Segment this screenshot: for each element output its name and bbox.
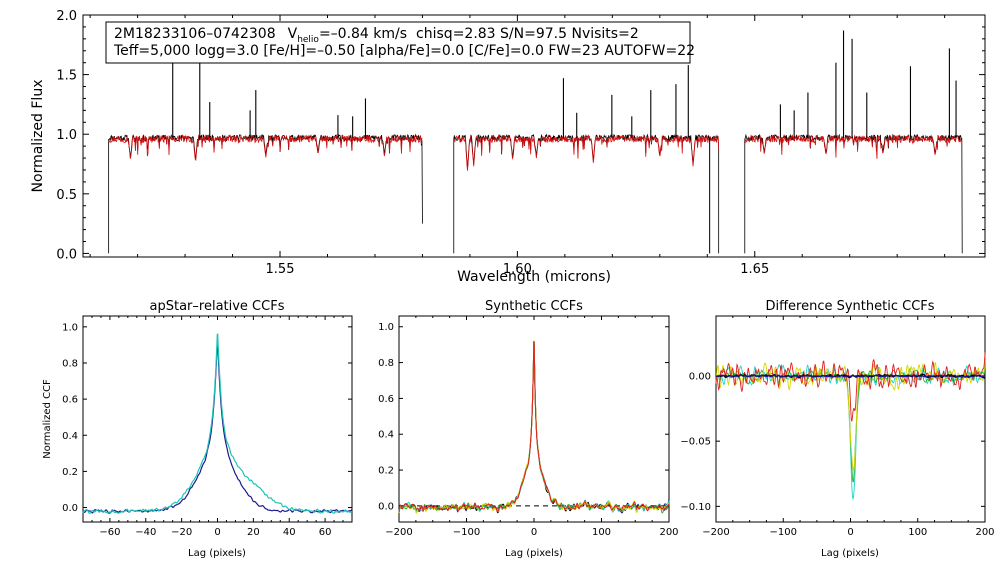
x-tick-label: 0 [847,527,853,538]
y-tick-label: 0.6 [62,395,78,406]
apstar-ccf-panel: −60 −40 −20 0 20 40 60 0.0 0.2 0.4 0.6 0.8 1.0 apSta… [42,299,353,559]
difference-ccf-x-axis-label: Lag (pixels) [821,548,879,559]
y-tick-label: 1.0 [56,128,77,143]
difference-ccf-panel: −200 −100 0 100 200 0.00 −0.05 −0.10 Difference… [680,299,994,559]
difference-ccf-axis-ticks: −200 −100 0 100 200 0.00 −0.05 −0.10 [680,316,995,538]
synthetic-model-line [453,134,720,171]
x-tick-label: 0 [214,527,220,538]
y-tick-label: 0.2 [378,466,394,477]
difference-ccf-line-green [715,365,986,483]
spectrum-x-axis-label: Wavelength (microns) [457,269,611,285]
x-tick-label: −20 [171,527,192,538]
y-tick-label: 0.8 [378,358,394,369]
spectrum-panel: 1.55 1.60 1.65 0.0 0.5 1.0 1.5 2.0 2M18233106–0… [30,9,986,285]
spectrum-axis-ticks: 1.55 1.60 1.65 0.0 0.5 1.0 1.5 2.0 [56,9,985,277]
synthetic-ccf-axis-ticks: −200 −100 0 100 200 0.0 0.2 0.4 0.6 0.8 1.0 [378,316,679,538]
x-tick-label: 60 [319,527,332,538]
x-tick-label: 1.60 [503,262,532,277]
x-tick-label: −100 [770,527,797,538]
synthetic-ccf-x-axis-label: Lag (pixels) [505,548,563,559]
y-tick-label: 1.5 [56,69,77,84]
synthetic-ccf-panel: −200 −100 0 100 200 0.0 0.2 0.4 0.6 0.8 1.0 Synthe… [378,299,678,559]
star-name: 2M18233106–0742308 [114,26,276,42]
x-tick-label: −200 [385,527,412,538]
y-tick-label: −0.10 [680,502,711,513]
y-tick-label: 0.4 [62,431,78,442]
x-tick-label: 200 [975,527,994,538]
y-tick-label: 0.00 [689,371,711,382]
observed-spectrum-line [453,133,720,254]
synthetic-ccf-line-cyan [398,340,670,513]
y-tick-label: 0.0 [56,247,77,262]
x-tick-label: −200 [702,527,729,538]
x-tick-label: 0 [531,527,537,538]
fit-statistics: chisq=2.83 S/N=97.5 Nvisits=2 [416,26,639,42]
synthetic-ccf-line-green [398,342,670,514]
vhelio-label: V [288,26,298,42]
x-tick-label: 200 [659,527,678,538]
apstar-ccf-line-2 [82,333,353,514]
synthetic-ccf-line-yellow [398,340,670,514]
spectrum-series [108,30,963,254]
y-tick-label: 1.0 [378,322,394,333]
synthetic-model-line [108,133,423,162]
y-tick-label: 0.6 [378,394,394,405]
synthetic-ccf-series [398,340,670,514]
x-tick-label: −60 [99,527,120,538]
y-tick-label: 0.0 [378,501,394,512]
x-tick-label: 1.55 [266,262,295,277]
y-tick-label: −0.05 [680,437,711,448]
difference-ccf-title: Difference Synthetic CCFs [765,299,934,314]
apstar-ccf-title: apStar–relative CCFs [150,299,285,314]
spectrum-info-line2: Teff=5,000 logg=3.0 [Fe/H]=–0.50 [alpha/… [113,43,695,59]
apstar-ccf-line-1 [82,340,353,514]
y-tick-label: 2.0 [56,9,77,24]
x-tick-label: −100 [453,527,480,538]
vhelio-value: =–0.84 km/s [319,26,407,42]
x-tick-label: 100 [592,527,611,538]
y-tick-label: 0.2 [62,467,78,478]
y-tick-label: 0.4 [378,430,394,441]
difference-ccf-line-red [715,352,986,422]
y-tick-label: 0.5 [56,188,77,203]
spectrum-plot-frame [82,14,986,258]
difference-ccf-plot-frame [715,315,986,523]
synthetic-ccf-line-red [398,341,670,513]
synthetic-ccf-line-black [398,340,670,514]
vhelio-subscript: helio [297,35,319,45]
observed-spectrum-line [744,133,963,254]
difference-ccf-line-blue [715,374,986,378]
y-tick-label: 0.8 [62,358,78,369]
apstar-ccf-series [82,333,353,514]
synthetic-ccf-line-blue [398,343,670,514]
synthetic-model-line [744,134,962,159]
apstar-ccf-x-axis-label: Lag (pixels) [188,548,246,559]
spectrum-info-line1: 2M18233106–0742308 Vhelio=–0.84 km/s chisq… [114,26,639,45]
x-tick-label: 100 [908,527,927,538]
x-tick-label: 1.65 [740,262,769,277]
x-tick-label: 20 [247,527,260,538]
x-tick-label: 40 [283,527,296,538]
y-tick-label: 1.0 [62,322,78,333]
x-tick-label: −40 [135,527,156,538]
apstar-ccf-axis-ticks: −60 −40 −20 0 20 40 60 0.0 0.2 0.4 0.6 0.8 1.0 [62,316,353,538]
apstar-ccf-y-axis-label: Normalized CCF [42,379,53,459]
spectrum-y-axis-label: Normalized Flux [30,80,46,193]
y-tick-label: 0.0 [62,503,78,514]
difference-ccf-series [715,352,986,501]
synthetic-ccf-title: Synthetic CCFs [485,299,583,314]
spectrum-info-box [105,21,691,64]
